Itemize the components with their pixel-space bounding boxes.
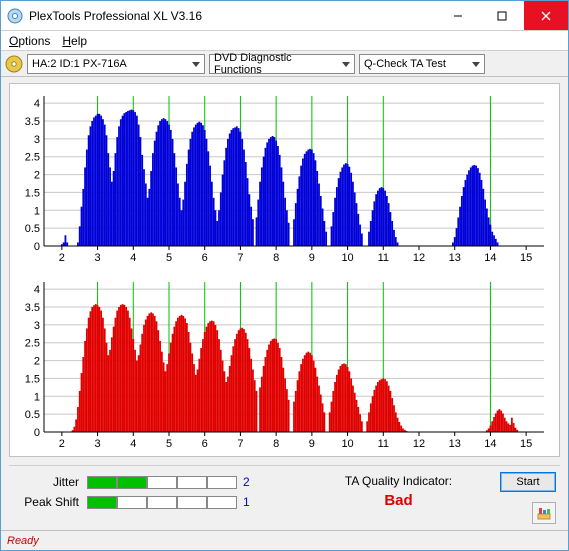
peakshift-value: 1: [243, 495, 250, 509]
jitter-label: Jitter: [9, 475, 87, 489]
svg-text:0.5: 0.5: [25, 409, 40, 421]
svg-text:6: 6: [202, 438, 208, 450]
svg-text:2: 2: [59, 252, 65, 264]
svg-text:15: 15: [520, 252, 532, 264]
svg-text:1: 1: [34, 391, 40, 403]
peakshift-label: Peak Shift: [9, 495, 87, 509]
svg-text:8: 8: [273, 252, 279, 264]
disc-icon: [5, 55, 23, 73]
svg-text:13: 13: [449, 438, 461, 450]
window-title: PlexTools Professional XL V3.16: [29, 9, 436, 23]
svg-text:4: 4: [34, 284, 40, 296]
charts-area: 00.511.522.533.5423456789101112131415 00…: [9, 83, 560, 457]
svg-text:4: 4: [130, 438, 136, 450]
options-icon-button[interactable]: [532, 502, 556, 524]
jitter-value: 2: [243, 475, 250, 489]
svg-text:1: 1: [34, 205, 40, 217]
svg-text:0: 0: [34, 427, 40, 439]
chart-bottom: 0 0.5 1 1.5 2 2.5 3 3.5 4 2 3 4 5 6 7 8 9 10 11 12 13 14 15: [14, 274, 555, 452]
metric-jitter: Jitter 2: [9, 472, 309, 492]
function-select[interactable]: DVD Diagnostic Functions: [209, 54, 355, 74]
svg-text:3.5: 3.5: [25, 116, 40, 128]
metric-peakshift: Peak Shift 1: [9, 492, 309, 512]
svg-text:5: 5: [166, 252, 172, 264]
svg-text:12: 12: [413, 252, 425, 264]
svg-text:3: 3: [34, 320, 40, 332]
svg-text:7: 7: [237, 438, 243, 450]
chart-top: 0 0.5 1 1.5 2 2.5 3 3.5 4 2 3 4 5 6 7 8 9 10 11 12 13 14 15: [14, 88, 555, 266]
svg-text:4: 4: [130, 252, 136, 264]
ta-value: Bad: [309, 492, 488, 509]
svg-text:2.5: 2.5: [25, 152, 40, 164]
footer: Jitter 2 Peak Shift 1 TA Quality Indicat…: [9, 465, 560, 530]
menubar: Options Help: [1, 31, 568, 51]
device-select[interactable]: HA:2 ID:1 PX-716A: [27, 54, 205, 74]
status-text: Ready: [7, 535, 39, 547]
svg-text:7: 7: [237, 252, 243, 264]
maximize-button[interactable]: [480, 1, 524, 30]
menu-help[interactable]: Help: [62, 34, 87, 48]
menu-options[interactable]: Options: [9, 34, 50, 48]
start-button[interactable]: Start: [500, 472, 556, 492]
svg-text:3: 3: [95, 438, 101, 450]
toolbar: HA:2 ID:1 PX-716A DVD Diagnostic Functio…: [1, 51, 568, 77]
svg-text:10: 10: [341, 438, 353, 450]
svg-text:2.5: 2.5: [25, 338, 40, 350]
svg-text:3: 3: [34, 134, 40, 146]
svg-text:3.5: 3.5: [25, 302, 40, 314]
peakshift-bars: [87, 496, 237, 509]
test-select[interactable]: Q-Check TA Test: [359, 54, 485, 74]
svg-text:2: 2: [34, 356, 40, 368]
svg-text:10: 10: [341, 252, 353, 264]
close-button[interactable]: [524, 1, 568, 30]
statusbar: Ready: [1, 530, 568, 550]
svg-text:14: 14: [484, 438, 496, 450]
svg-text:5: 5: [166, 438, 172, 450]
svg-text:11: 11: [378, 252, 389, 264]
svg-text:9: 9: [309, 438, 315, 450]
svg-text:12: 12: [413, 438, 425, 450]
svg-text:9: 9: [309, 252, 315, 264]
svg-text:2: 2: [34, 170, 40, 182]
svg-text:11: 11: [378, 438, 389, 450]
svg-text:0: 0: [34, 241, 40, 253]
minimize-button[interactable]: [436, 1, 480, 30]
svg-text:2: 2: [59, 438, 65, 450]
svg-text:15: 15: [520, 438, 532, 450]
svg-text:0.5: 0.5: [25, 223, 40, 235]
svg-text:8: 8: [273, 438, 279, 450]
jitter-bars: [87, 476, 237, 489]
app-icon: [7, 8, 23, 24]
svg-text:1.5: 1.5: [25, 373, 40, 385]
svg-text:13: 13: [449, 252, 461, 264]
svg-text:3: 3: [95, 252, 101, 264]
svg-text:14: 14: [484, 252, 496, 264]
svg-text:6: 6: [202, 252, 208, 264]
ta-label: TA Quality Indicator:: [309, 474, 488, 488]
titlebar: PlexTools Professional XL V3.16: [1, 1, 568, 31]
svg-text:4: 4: [34, 98, 40, 110]
svg-text:1.5: 1.5: [25, 187, 40, 199]
